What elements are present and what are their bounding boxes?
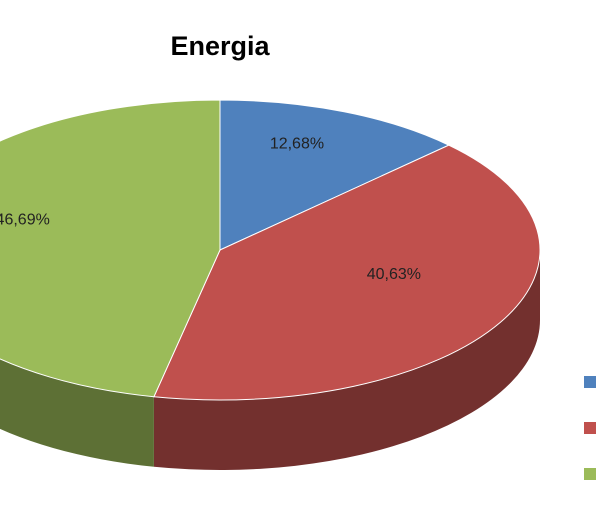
pie-side xyxy=(0,358,154,467)
legend-swatch xyxy=(584,468,596,480)
data-label: 46,69% xyxy=(0,212,50,229)
pie-slice xyxy=(219,99,450,251)
pie-slice xyxy=(0,99,221,398)
pie-side xyxy=(153,250,540,470)
data-label: 12,68% xyxy=(270,136,324,153)
chart-title: Energia xyxy=(170,31,270,61)
legend-swatch xyxy=(584,422,596,434)
data-label: 40,63% xyxy=(367,266,421,283)
pie-slice xyxy=(153,144,541,401)
legend-swatch xyxy=(584,376,596,388)
